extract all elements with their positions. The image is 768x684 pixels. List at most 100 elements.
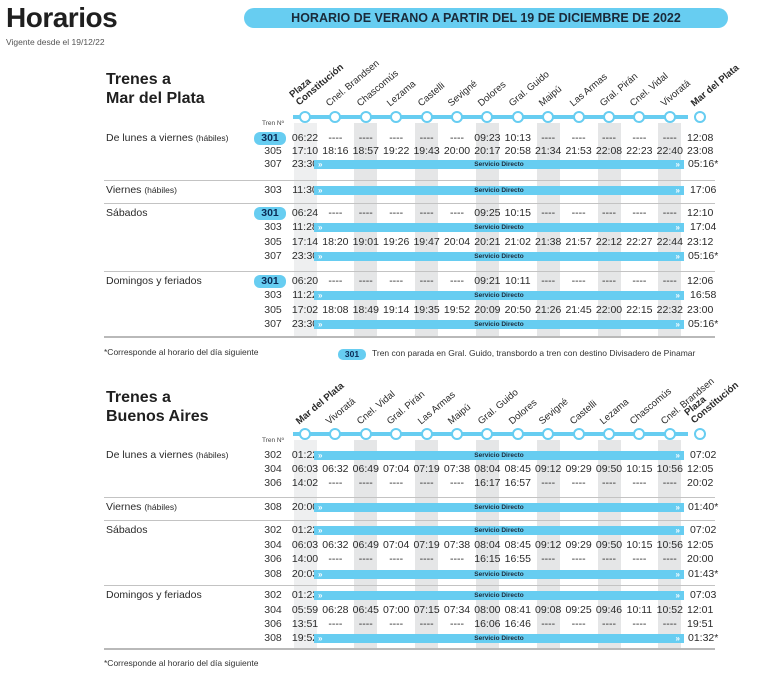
time-cell: ----	[662, 132, 677, 144]
station-dot	[572, 111, 585, 123]
train-number: 304	[264, 463, 282, 475]
table-row: 301 06:22 ---- ---- ---- ---- ---- 09:23 10:13 --…	[0, 132, 768, 145]
time-cell: 21:53	[565, 145, 592, 157]
station-dot	[359, 428, 372, 440]
station-dot	[359, 111, 372, 123]
time-cell: 19:01	[352, 236, 379, 248]
station-dot	[663, 111, 676, 123]
time-cell: ----	[662, 477, 677, 489]
legend-text: Tren con parada en Gral. Guido, transbor…	[372, 348, 696, 358]
table-row: 302 01:23» Servicio Directo» 07:03	[0, 589, 768, 602]
train-number: 307	[264, 158, 282, 170]
station-dot	[603, 428, 615, 440]
servicio-directo-bar: » Servicio Directo »	[314, 320, 684, 329]
time-cell: 22:40	[656, 145, 683, 157]
time-cell: ----	[450, 132, 464, 144]
train-number: 301	[254, 132, 286, 145]
station-dot	[542, 111, 555, 123]
servicio-directo-label: Servicio Directo	[474, 292, 524, 299]
time-cell: ----	[632, 132, 647, 144]
station-label: Castelli	[416, 80, 447, 109]
train-number: 305	[264, 236, 282, 248]
table-row: 308 20:03» Servicio Directo» 01:43*	[0, 568, 768, 581]
time-cell: 10:11	[626, 604, 653, 616]
servicio-directo-label: Servicio Directo	[474, 161, 524, 168]
table-row: 303 11:30» Servicio Directo» 17:06	[0, 184, 768, 197]
station-dot	[390, 428, 403, 440]
time-cell: 18:49	[352, 304, 379, 316]
time-cell: 10:56	[656, 463, 683, 475]
page-subtitle: Vigente desde el 19/12/22	[6, 37, 105, 47]
time-cell: ----	[541, 207, 556, 219]
servicio-directo-bar: » Servicio Directo »	[314, 570, 684, 579]
arrow-icon: »	[318, 634, 323, 643]
servicio-directo-label: Servicio Directo	[474, 224, 524, 231]
station-name: Sevigné	[445, 78, 480, 109]
servicio-directo-label: Servicio Directo	[474, 592, 524, 599]
table-row: 306 14:02 ---- ---- ---- ---- ---- 16:17 16:57 --…	[0, 477, 768, 490]
station-label: Dolores	[476, 79, 508, 109]
table-row: 306 14:00 ---- ---- ---- ---- ---- 16:15 16:55 --…	[0, 553, 768, 566]
train-number: 305	[264, 145, 282, 157]
time-cell: 10:15	[626, 463, 653, 475]
station-dot	[511, 428, 524, 440]
servicio-directo-label: Servicio Directo	[474, 504, 524, 511]
time-cell: 19:14	[383, 304, 410, 316]
servicio-directo-label: Servicio Directo	[474, 452, 524, 459]
time-cell: ----	[541, 553, 556, 565]
servicio-directo-label: Servicio Directo	[474, 187, 524, 194]
arrow-icon: »	[318, 186, 323, 195]
time-cell: 10:15	[626, 539, 653, 551]
time-cell: 21:34	[535, 145, 562, 157]
time-cell: ----	[419, 553, 434, 565]
train-number: 307	[264, 318, 282, 330]
arrow-icon: »	[318, 252, 323, 261]
time-cell: ----	[602, 132, 616, 144]
train-number-header: Tren Nº	[262, 120, 284, 127]
station-label: Castelli	[568, 398, 599, 427]
time-cell: 22:23	[626, 145, 653, 157]
row-separator	[104, 336, 715, 338]
day-group-label: Viernes (hábiles)	[106, 184, 177, 196]
arrival-time: 01:43*	[688, 568, 719, 580]
time-cell: 12:05	[687, 463, 714, 475]
time-cell: 06:20	[291, 275, 319, 287]
section-title-line2: Buenos Aires	[106, 408, 209, 425]
time-cell: 21:38	[535, 236, 562, 248]
day-group-label: De lunes a viernes (hábiles)	[106, 449, 229, 461]
time-cell: ----	[419, 477, 434, 489]
day-group-name: Viernes	[106, 501, 142, 513]
departure-time: 23:30	[291, 158, 319, 170]
time-cell: 18:16	[322, 145, 349, 157]
day-group-label: Domingos y feriados	[106, 589, 202, 601]
time-cell: ----	[389, 275, 404, 287]
time-cell: 09:25	[474, 207, 501, 219]
arrival-time: 07:03	[690, 589, 717, 601]
time-cell: 16:57	[504, 477, 531, 489]
time-cell: ----	[662, 275, 677, 287]
time-cell: 19:51	[687, 618, 714, 630]
day-group-label: Sábados	[106, 524, 147, 536]
time-cell: ----	[450, 207, 464, 219]
station-label: Lezama	[598, 397, 631, 427]
arrow-icon: »	[675, 591, 680, 600]
time-cell: 09:50	[595, 463, 623, 475]
time-cell: 06:45	[352, 604, 379, 616]
train-number: 303	[264, 184, 282, 196]
time-cell: 19:22	[383, 145, 410, 157]
time-cell: 07:34	[443, 604, 471, 616]
column-shade	[293, 123, 317, 336]
time-cell: 20:00	[443, 145, 471, 157]
time-cell: 10:52	[656, 604, 683, 616]
table-row: 303 11:28» Servicio Directo» 17:04	[0, 221, 768, 234]
time-cell: 20:02	[687, 477, 714, 489]
arrow-icon: »	[675, 634, 680, 643]
time-cell: 16:15	[474, 553, 501, 565]
table-row: 308 20:00» Servicio Directo» 01:40*	[0, 501, 768, 514]
row-separator	[104, 520, 715, 521]
time-cell: 06:49	[352, 463, 379, 475]
time-cell: ----	[389, 618, 404, 630]
train-number-header: Tren Nº	[262, 437, 284, 444]
time-cell: ----	[662, 553, 677, 565]
time-cell: ----	[389, 132, 404, 144]
